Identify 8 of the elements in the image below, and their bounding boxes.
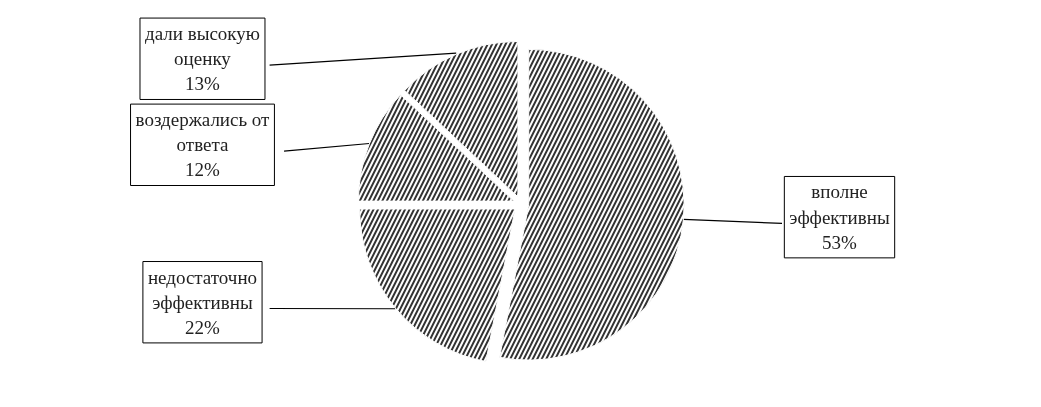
data-label: 53%	[822, 231, 858, 253]
slice-label: недостаточно эффективны	[147, 266, 258, 313]
slice-label: вполне эффективны	[789, 181, 890, 228]
slice-label: воздержались от ответа	[135, 109, 271, 156]
data-label: 22%	[185, 316, 221, 338]
slice-label: дали высокую оценку	[144, 23, 260, 70]
data-label: 12%	[185, 159, 221, 181]
data-label: 13%	[185, 73, 221, 95]
